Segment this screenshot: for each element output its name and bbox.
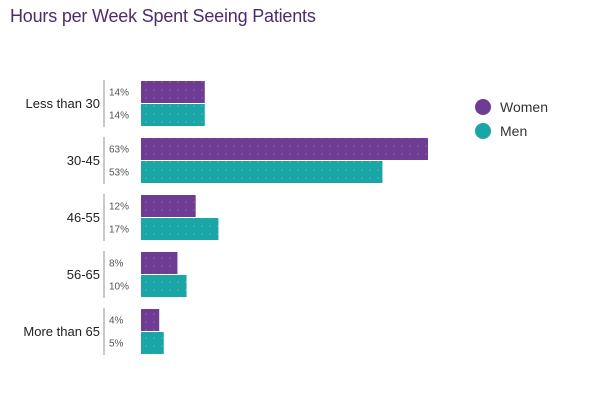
bar-texture [141,161,383,183]
legend-swatch-men [475,123,491,139]
data-label: 12% [109,202,129,213]
data-label: 17% [109,225,129,236]
data-label: 8% [109,259,124,270]
data-label: 4% [109,316,124,327]
bar-texture [141,332,164,354]
bar-texture [141,138,428,160]
data-label: 63% [109,145,129,156]
bar-texture [141,104,205,126]
category-label: 30-45 [67,153,100,168]
bar-texture [141,252,178,274]
legend-label: Men [500,123,527,139]
category-label: 56-65 [67,267,100,282]
bar-texture [141,81,205,103]
data-label: 14% [109,111,129,122]
legend-swatch-women [475,99,491,115]
data-label: 5% [109,339,124,350]
data-label: 53% [109,168,129,179]
category-label: Less than 30 [26,96,100,111]
data-label: 14% [109,88,129,99]
bar-texture [141,309,160,331]
bar-texture [141,275,187,297]
legend-label: Women [500,99,548,115]
category-label: 46-55 [67,210,100,225]
bar-texture [141,195,196,217]
category-label: More than 65 [23,324,100,339]
chart-title: Hours per Week Spent Seeing Patients [10,6,316,26]
bar-texture [141,218,219,240]
data-label: 10% [109,282,129,293]
